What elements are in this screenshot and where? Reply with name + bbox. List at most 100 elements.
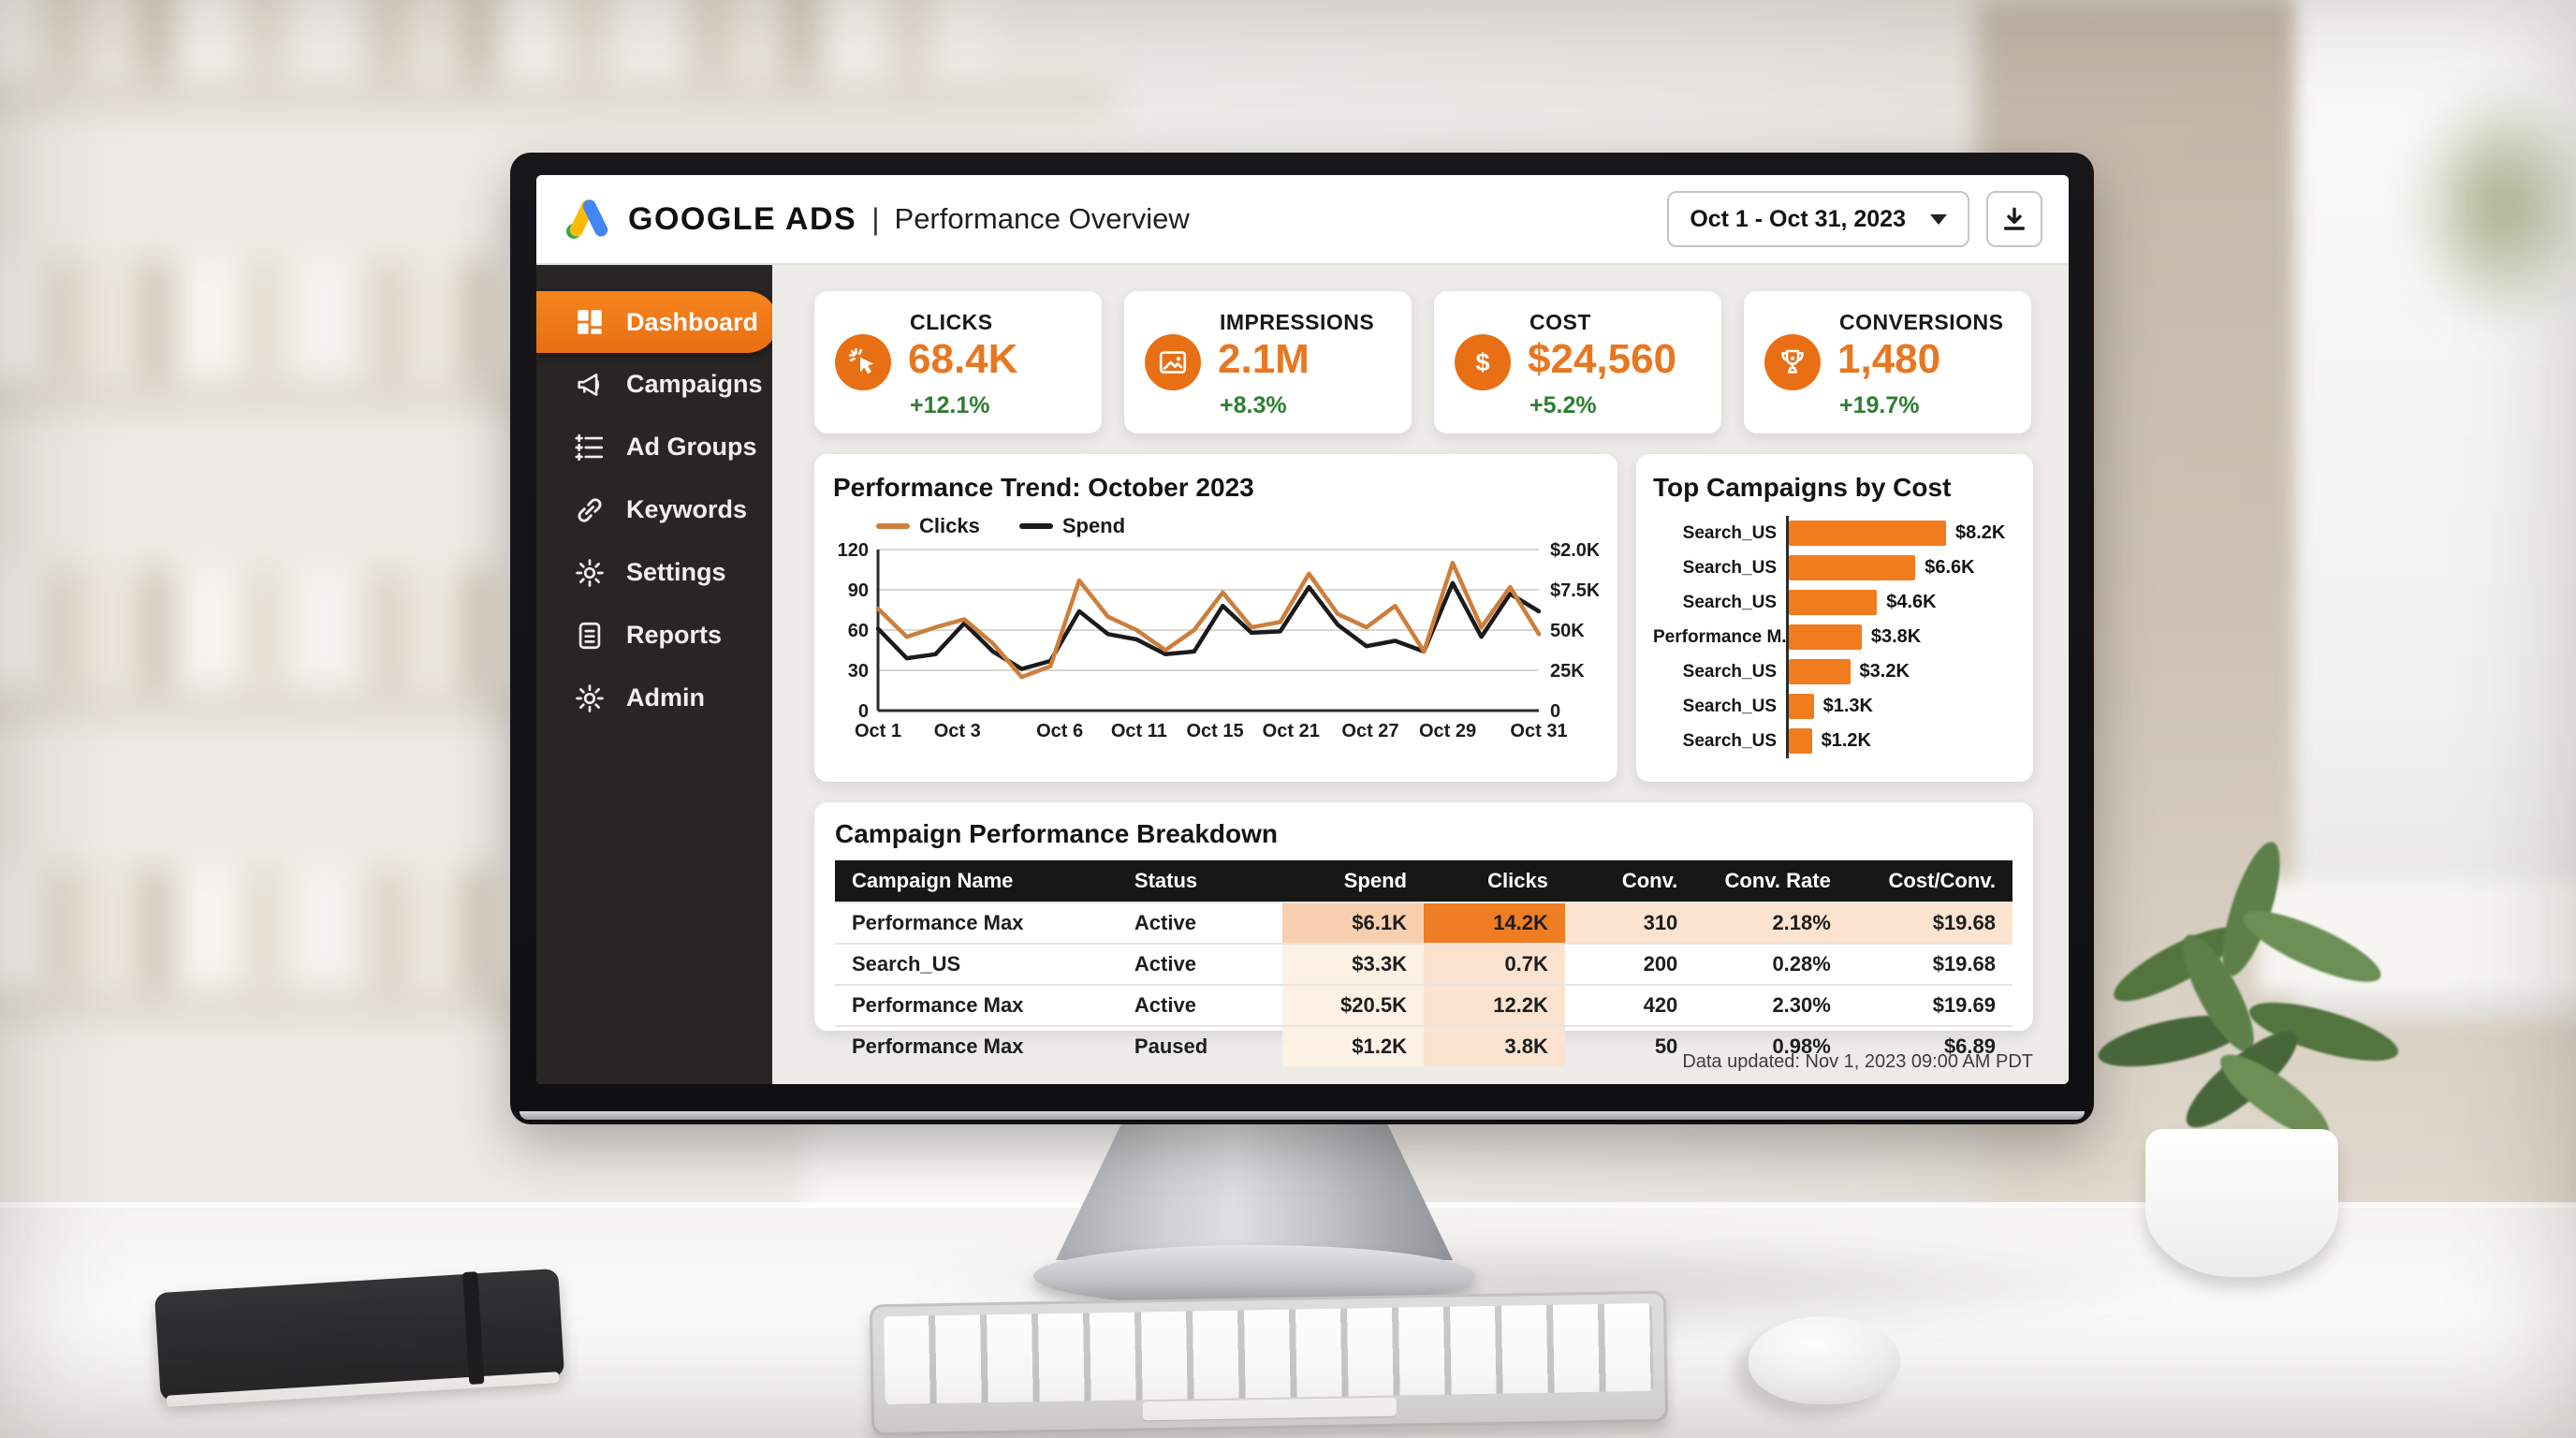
bar-track: $6.6K (1786, 550, 2016, 585)
kpi-value: 68.4K (908, 336, 1018, 382)
top-campaigns-card: Top Campaigns by Cost Search_US $8.2K Sear… (1636, 454, 2033, 782)
window-greenery (2408, 84, 2576, 328)
bar-value-label: $4.6K (1886, 592, 1937, 612)
bar-row: Performance M... $3.8K (1653, 620, 2016, 654)
cell-spend: $1.2K (1282, 1025, 1424, 1066)
sidebar-item-ad-groups[interactable]: Ad Groups (536, 416, 772, 478)
breakdown-table-card: Campaign Performance Breakdown Campaign … (814, 802, 2033, 1066)
data-updated-note: Data updated: Nov 1, 2023 09:00 AM PDT (1682, 1051, 2033, 1072)
svg-text:60: 60 (848, 621, 869, 641)
kpi-card-clicks: CLICKS 68.4K +12.1% (814, 291, 1102, 433)
bar-row: Search_US $3.2K (1653, 654, 2016, 689)
report-doc-icon (574, 620, 606, 652)
spend-legend-label: Spend (1061, 514, 1126, 537)
date-range-selector[interactable]: Oct 1 - Oct 31, 2023 (1667, 191, 1969, 247)
sidebar-item-dashboard[interactable]: Dashboard (536, 291, 778, 353)
keyboard-keys (884, 1302, 1654, 1405)
kpi-card-cost: $ COST $24,560 +5.2% (1434, 291, 1721, 433)
download-button[interactable] (1986, 191, 2042, 247)
cell-name: Performance Max (835, 1025, 1118, 1066)
kpi-label: COST (1530, 310, 1591, 334)
shelf-board (0, 84, 1114, 112)
monitor-stand-neck (1056, 1120, 1453, 1260)
bar-track: $4.6K (1786, 585, 2016, 620)
cell-name: Performance Max (835, 902, 1118, 944)
cell-spend: $6.1K (1282, 902, 1424, 944)
sidebar-item-settings[interactable]: Settings (536, 541, 772, 604)
notebook-band (462, 1271, 485, 1385)
cell-conv: 200 (1564, 943, 1695, 985)
cursor-click-icon (835, 334, 891, 390)
cell-clicks: 0.7K (1423, 943, 1565, 985)
books-row (0, 0, 992, 81)
kpi-value: 2.1M (1218, 336, 1310, 382)
svg-text:0: 0 (858, 701, 869, 722)
kpi-delta: +12.1% (910, 392, 990, 418)
sidebar-item-label: Dashboard (626, 307, 759, 336)
bar-category-label: Search_US (1682, 730, 1777, 751)
cell-rate: 0.98% (1694, 1025, 1848, 1066)
sidebar-nav: Dashboard Campaigns Ad Groups Keywords Setti… (536, 265, 778, 1084)
svg-text:Oct 31: Oct 31 (1510, 721, 1567, 741)
cell-name: Performance Max (835, 984, 1118, 1026)
bar-row: Search_US $6.6K (1653, 550, 2016, 585)
download-icon (2003, 207, 2026, 230)
date-range-value: Oct 1 - Oct 31, 2023 (1690, 205, 1906, 232)
sidebar-item-label: Ad Groups (626, 433, 757, 461)
gear-icon (574, 682, 606, 714)
bar-track: $8.2K (1786, 516, 2016, 550)
cell-spend: $20.5K (1282, 984, 1424, 1026)
sidebar-item-admin[interactable]: Admin (536, 667, 772, 729)
breakdown-table-title: Campaign Performance Breakdown (835, 819, 1279, 848)
gear-icon (574, 557, 606, 589)
google-ads-logo (566, 199, 608, 239)
app-header: GOOGLE ADS | Performance Overview Oct 1 … (536, 175, 2069, 265)
cell-clicks: 12.2K (1423, 984, 1565, 1026)
bar-row: Search_US $1.2K (1653, 724, 2016, 758)
plant-pot (2145, 1129, 2338, 1277)
brand-title: GOOGLE ADS (628, 200, 857, 237)
bar-value-label: $1.3K (1822, 696, 1873, 716)
kpi-delta: +19.7% (1839, 392, 1920, 418)
monitor: GOOGLE ADS | Performance Overview Oct 1 … (510, 153, 2094, 1124)
sidebar-item-label: Campaigns (626, 370, 763, 398)
svg-text:$2.0K: $2.0K (1550, 542, 1599, 561)
bar-category-label: Search_US (1682, 522, 1777, 543)
kpi-label: CLICKS (910, 310, 993, 334)
trophy-icon (1764, 334, 1821, 390)
sidebar-item-campaigns[interactable]: Campaigns (536, 353, 772, 416)
svg-text:Oct 1: Oct 1 (855, 721, 901, 741)
spend-legend-swatch (1018, 523, 1053, 529)
megaphone-icon (574, 369, 606, 401)
table-row: Performance Max Active $20.5K 12.2K 420 2.30%… (835, 984, 2012, 1026)
svg-text:Oct 11: Oct 11 (1111, 721, 1167, 741)
svg-text:Oct 29: Oct 29 (1419, 721, 1476, 741)
sidebar-item-label: Keywords (626, 495, 748, 523)
bar (1789, 555, 1916, 580)
table-header-row: Campaign Name Status Spend Clicks Conv. Conv.… (835, 860, 2012, 902)
bar-row: Search_US $4.6K (1653, 585, 2016, 620)
cell-name: Search_US (835, 943, 1118, 985)
sidebar-item-keywords[interactable]: Keywords (536, 478, 772, 541)
mouse (1749, 1316, 1900, 1404)
cell-rate: 0.28% (1694, 943, 1848, 985)
bar-category-label: Search_US (1682, 661, 1777, 682)
main-content: CLICKS 68.4K +12.1% IMPRESSIONS 2.1M +8.3% $ CO… (772, 265, 2069, 1084)
bar (1789, 521, 1946, 546)
svg-text:$: $ (1475, 348, 1489, 376)
svg-text:120: 120 (838, 542, 869, 561)
cell-status: Active (1117, 902, 1283, 944)
svg-text:Oct 15: Oct 15 (1186, 721, 1243, 741)
table-row: Performance Max Active $6.1K 14.2K 310 2.18% $… (835, 902, 2012, 944)
kpi-value: 1,480 (1837, 336, 1941, 382)
bar-value-label: $1.2K (1821, 730, 1871, 751)
sidebar-item-reports[interactable]: Reports (536, 604, 772, 667)
trend-chart-title: Performance Trend: October 2023 (833, 473, 1254, 502)
bar (1789, 624, 1862, 650)
kpi-delta: +8.3% (1220, 392, 1287, 418)
bar (1789, 728, 1812, 754)
kpi-card-impressions: IMPRESSIONS 2.1M +8.3% (1124, 291, 1412, 433)
column-header-status: Status (1117, 860, 1283, 902)
kpi-value: $24,560 (1528, 336, 1677, 382)
